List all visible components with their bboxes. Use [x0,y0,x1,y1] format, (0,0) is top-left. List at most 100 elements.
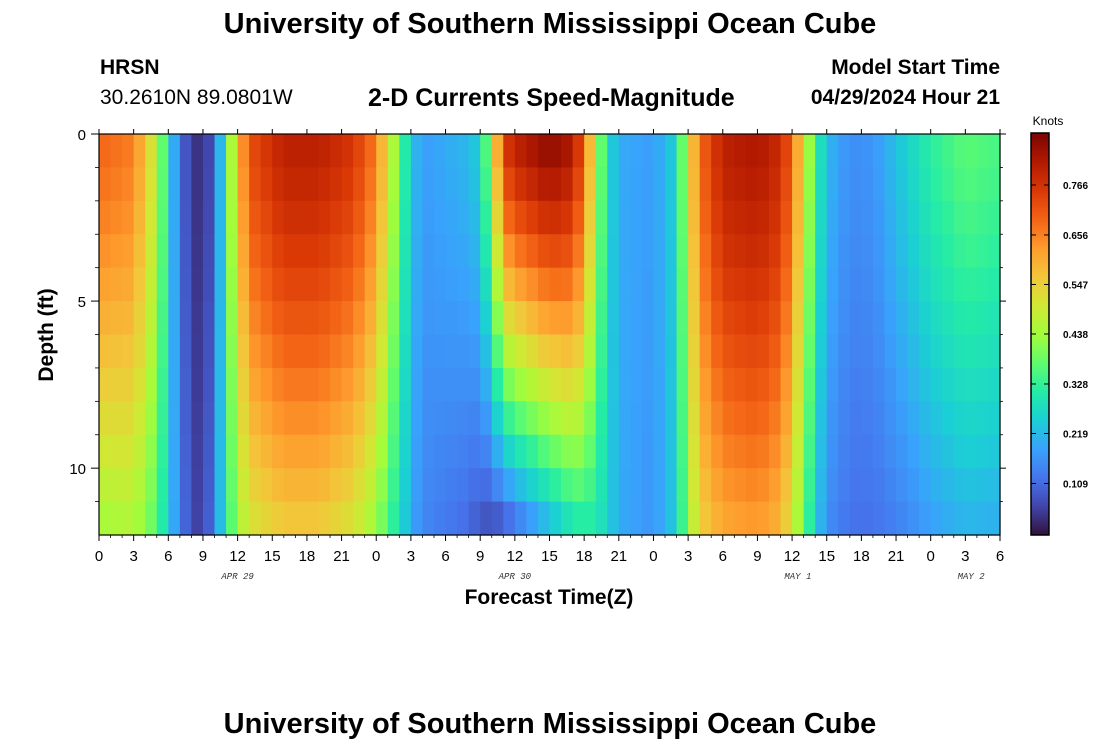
heatmap-cell [826,267,839,302]
heatmap-cell [688,301,701,336]
heatmap-cell [168,234,181,269]
heatmap-cell [468,501,481,536]
colorbar-ticks: 0.109 0.219 0.328 0.438 0.547 0.656 0.766 [1031,181,1088,490]
heatmap-cell [330,134,343,169]
x-tick-label: 6 [996,548,1004,565]
heatmap-cell [595,468,608,503]
heatmap-cell [168,334,181,369]
heatmap-cell [953,334,966,369]
heatmap-cell [711,334,724,369]
heatmap-cell [202,468,216,503]
heatmap-cell [526,367,539,402]
heatmap-cell [503,134,516,169]
heatmap-cell [445,501,458,536]
heatmap-cell [364,301,377,336]
heatmap-cell [618,200,631,235]
heatmap-cell [399,334,412,369]
heatmap-cell [849,334,862,369]
x-tick-label: 3 [684,548,692,565]
heatmap-cell [156,367,169,402]
heatmap-cell [896,334,909,369]
heatmap-cell [295,267,308,302]
heatmap-cell [410,301,424,336]
footer-title: University of Southern Mississippi Ocean… [223,708,877,740]
heatmap-cell [122,401,135,436]
heatmap-cell [676,401,689,436]
heatmap-cell [584,401,597,436]
heatmap-cell [549,301,562,336]
heatmap-cell [99,200,112,235]
heatmap-cell [133,134,146,169]
heatmap-cell [838,301,851,336]
heatmap-cell [295,468,308,503]
heatmap-cell [688,167,701,202]
heatmap-cell [676,434,689,469]
heatmap-cell [399,134,412,169]
heatmap-cell [260,434,273,469]
heatmap-cell [665,301,678,336]
heatmap-cell [237,200,250,235]
heatmap-cell [942,301,955,336]
heatmap-cell [572,200,585,235]
heatmap-cell [433,234,447,269]
heatmap-cell [803,134,816,169]
heatmap-cell [584,200,597,235]
heatmap-cell [330,267,343,302]
heatmap-cell [584,434,597,469]
heatmap-cell [226,501,239,536]
colorbar-tick-label: 0.547 [1063,280,1088,291]
station-name: HRSN [100,56,160,79]
heatmap-cell [965,401,978,436]
heatmap-cell [676,367,689,402]
heatmap-cell [133,501,146,536]
heatmap-cell [953,167,966,202]
x-tick-label: 3 [961,548,969,565]
heatmap-cell [803,434,816,469]
heatmap-cell [849,367,862,402]
heatmap-cell [896,200,909,235]
heatmap-cell [110,434,123,469]
heatmap-cell [722,468,735,503]
heatmap-cell [757,267,770,302]
heatmap-cell [607,334,620,369]
heatmap-cell [976,401,990,436]
heatmap-cell [145,434,158,469]
heatmap-cell [572,401,585,436]
heatmap-cell [768,167,782,202]
heatmap-cell [884,501,897,536]
heatmap-cell [491,468,504,503]
heatmap-cell [919,501,932,536]
heatmap-cell [283,234,296,269]
heatmap-cell [838,401,851,436]
heatmap-cell [838,134,851,169]
heatmap-cell [976,200,990,235]
heatmap-cell [110,234,123,269]
colorbar-tick-label: 0.328 [1063,380,1088,391]
heatmap-cell [260,367,273,402]
heatmap-cell [815,334,828,369]
heatmap-cell [306,134,320,169]
heatmap-cell [595,334,608,369]
heatmap-cell [376,200,389,235]
heatmap-cell [584,134,597,169]
heatmap-cell [688,401,701,436]
x-tick-label: 21 [610,548,627,565]
heatmap-cell [283,267,296,302]
heatmap-cell [514,234,527,269]
heatmap-cell [872,501,886,536]
heatmap-cell [480,501,493,536]
heatmap-cell [838,234,851,269]
heatmap-cell [965,501,978,536]
heatmap-cell [561,434,574,469]
heatmap-cell [514,367,527,402]
heatmap-cell [503,334,516,369]
heatmap-cell [457,200,470,235]
heatmap-cell [722,301,735,336]
heatmap-cell [688,434,701,469]
heatmap-cell [907,301,920,336]
day-label: APR 29 [220,572,254,582]
heatmap-cell [618,501,631,536]
heatmap-cell [988,468,1001,503]
heatmap-cell [757,334,770,369]
heatmap-cell [168,301,181,336]
